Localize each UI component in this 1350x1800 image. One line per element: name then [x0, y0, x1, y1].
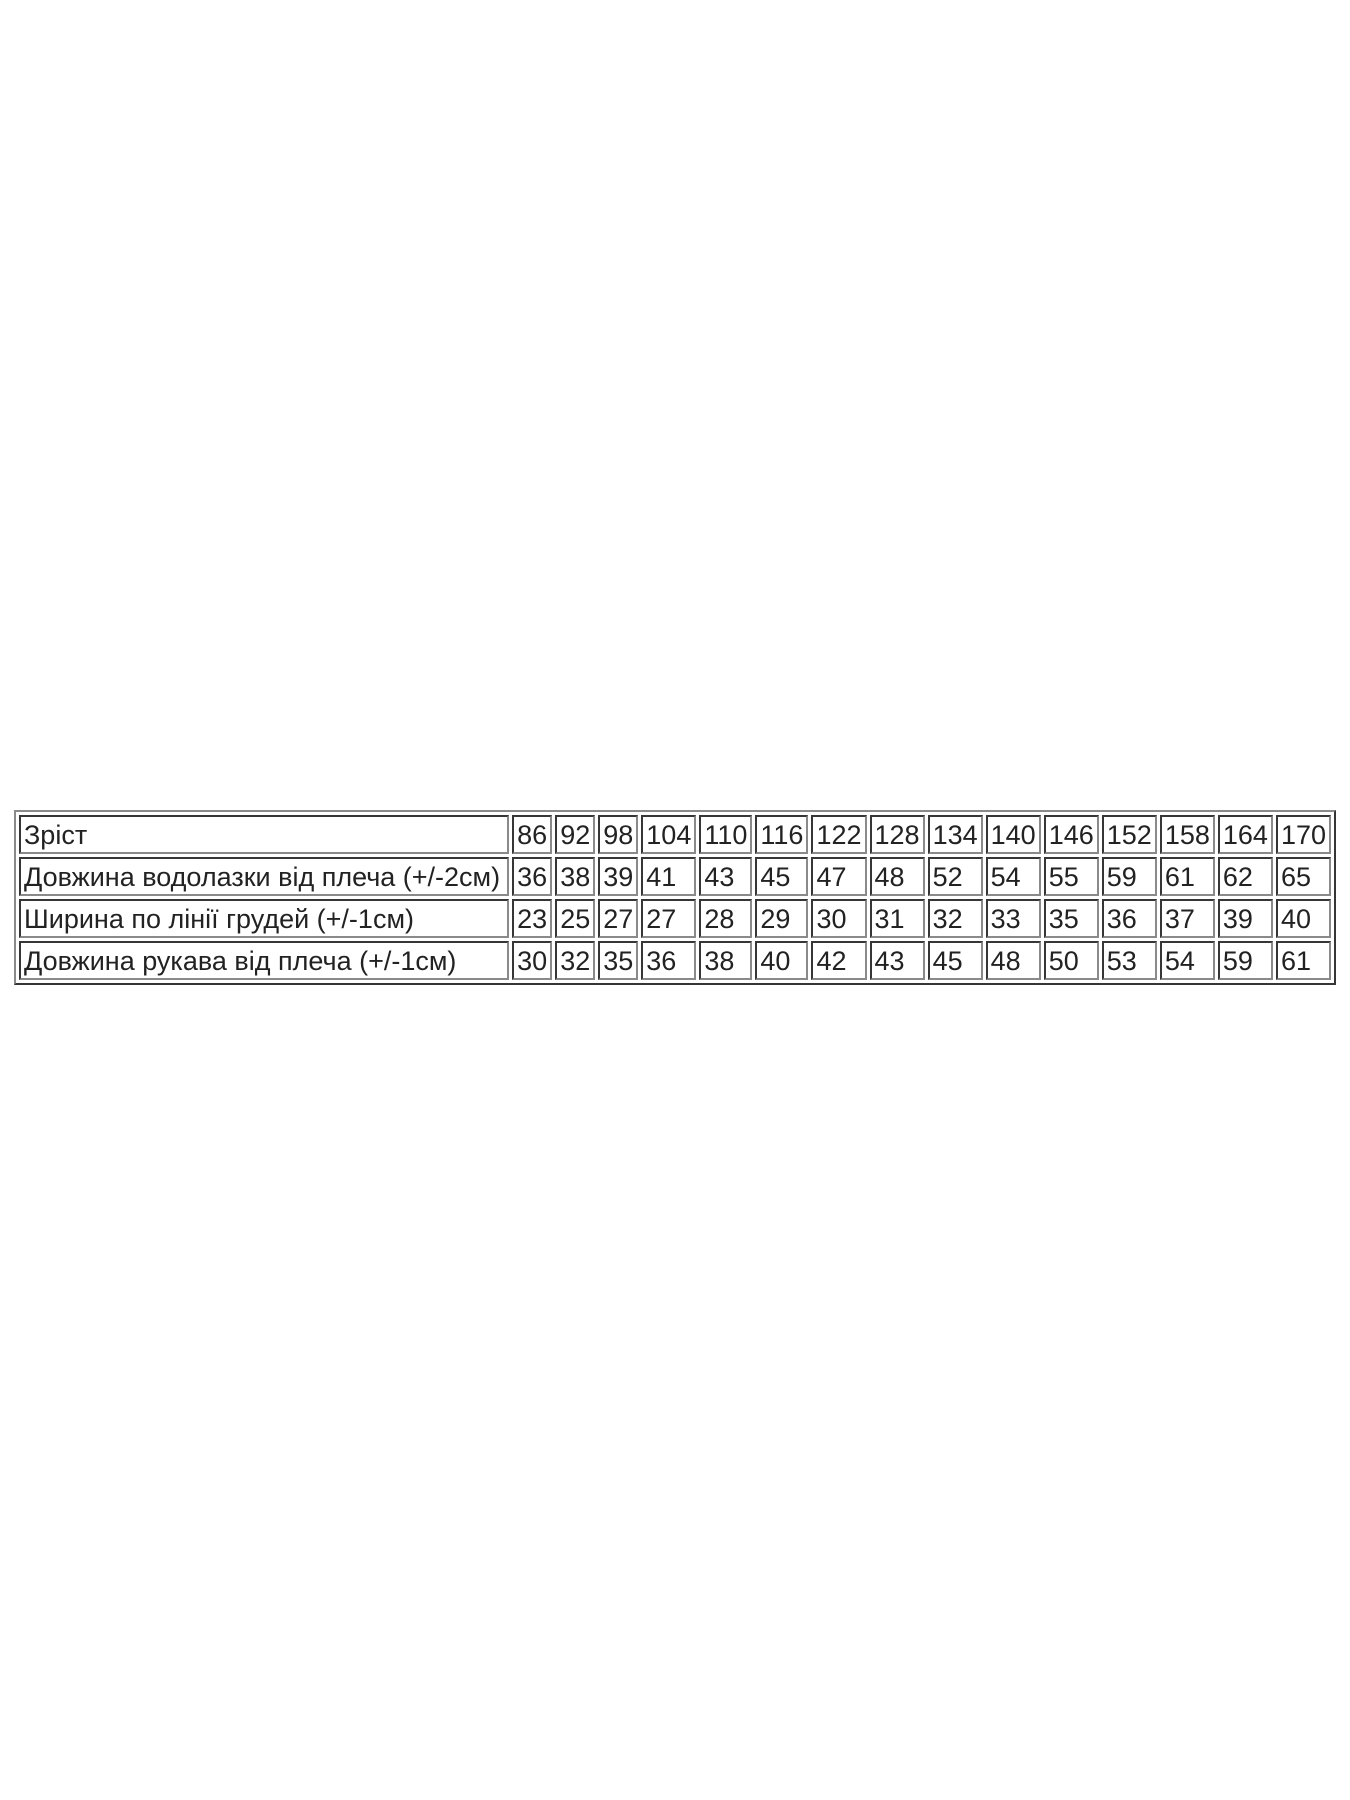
row-label: Довжина водолазки від плеча (+/-2см)	[19, 857, 510, 896]
table-cell: 158	[1159, 815, 1215, 854]
table-cell: 164	[1217, 815, 1273, 854]
row-label: Ширина по лінії грудей (+/-1см)	[19, 899, 510, 938]
table-cell: 128	[869, 815, 925, 854]
table-cell: 31	[869, 899, 925, 938]
table-cell: 37	[1159, 899, 1215, 938]
row-chest-width: Ширина по лінії грудей (+/-1см) 23 25 27 27 2…	[19, 899, 1331, 938]
table-cell: 59	[1217, 941, 1273, 980]
table-cell: 61	[1159, 857, 1215, 896]
table-cell: 38	[555, 857, 596, 896]
table-cell: 65	[1275, 857, 1331, 896]
table-cell: 33	[985, 899, 1041, 938]
table-cell: 36	[512, 857, 553, 896]
table-cell: 35	[1043, 899, 1099, 938]
table-cell: 43	[869, 941, 925, 980]
table-cell: 61	[1275, 941, 1331, 980]
table-cell: 53	[1101, 941, 1157, 980]
table-cell: 29	[755, 899, 809, 938]
table-cell: 36	[641, 941, 697, 980]
table-cell: 25	[555, 899, 596, 938]
table-cell: 50	[1043, 941, 1099, 980]
table-cell: 55	[1043, 857, 1099, 896]
table-cell: 146	[1043, 815, 1099, 854]
table-cell: 52	[927, 857, 983, 896]
table-cell: 40	[755, 941, 809, 980]
table-cell: 32	[555, 941, 596, 980]
table-cell: 86	[512, 815, 553, 854]
table-cell: 134	[927, 815, 983, 854]
table-cell: 23	[512, 899, 553, 938]
size-table: Зріст 86 92 98 104 110 116 122 128 134 140 146 152 15…	[14, 810, 1336, 985]
table-cell: 48	[985, 941, 1041, 980]
table-cell: 41	[641, 857, 697, 896]
row-turtleneck-length: Довжина водолазки від плеча (+/-2см) 36 38…	[19, 857, 1331, 896]
table-cell: 54	[985, 857, 1041, 896]
table-cell: 45	[927, 941, 983, 980]
table-cell: 39	[1217, 899, 1273, 938]
table-cell: 62	[1217, 857, 1273, 896]
table-cell: 40	[1275, 899, 1331, 938]
table-cell: 43	[699, 857, 753, 896]
table-cell: 152	[1101, 815, 1157, 854]
table-cell: 104	[641, 815, 697, 854]
row-label: Довжина рукава від плеча (+/-1см)	[19, 941, 510, 980]
table-cell: 28	[699, 899, 753, 938]
table-cell: 98	[598, 815, 639, 854]
table-cell: 27	[598, 899, 639, 938]
table-cell: 92	[555, 815, 596, 854]
table-cell: 122	[811, 815, 867, 854]
table-cell: 36	[1101, 899, 1157, 938]
row-label: Зріст	[19, 815, 510, 854]
table-cell: 48	[869, 857, 925, 896]
table-cell: 27	[641, 899, 697, 938]
table-cell: 47	[811, 857, 867, 896]
table-cell: 140	[985, 815, 1041, 854]
table-cell: 59	[1101, 857, 1157, 896]
table-cell: 39	[598, 857, 639, 896]
row-sleeve-length: Довжина рукава від плеча (+/-1см) 30 32 35 3…	[19, 941, 1331, 980]
table-cell: 30	[512, 941, 553, 980]
table-cell: 42	[811, 941, 867, 980]
table-cell: 54	[1159, 941, 1215, 980]
table-cell: 45	[755, 857, 809, 896]
table-cell: 32	[927, 899, 983, 938]
table-cell: 30	[811, 899, 867, 938]
table-cell: 38	[699, 941, 753, 980]
table-cell: 35	[598, 941, 639, 980]
row-height: Зріст 86 92 98 104 110 116 122 128 134 140 146 152 15…	[19, 815, 1331, 854]
table-cell: 110	[699, 815, 753, 854]
table-cell: 170	[1275, 815, 1331, 854]
table-cell: 116	[755, 815, 809, 854]
